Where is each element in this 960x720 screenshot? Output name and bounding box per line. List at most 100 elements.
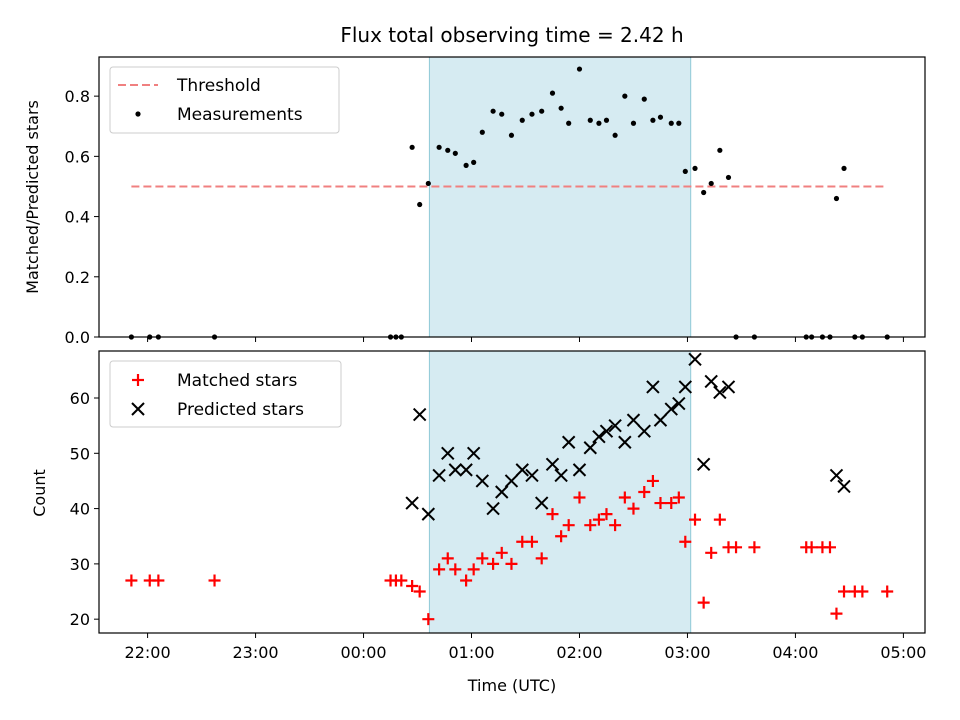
matched-stars-point [665,497,678,510]
predicted-stars-point [713,385,727,400]
matched-stars-point [413,585,426,598]
predicted-stars-point [829,468,844,483]
predicted-stars-point [475,474,490,488]
measurement-point [463,162,469,168]
matched-stars-point [638,486,651,498]
predicted-stars-point [432,468,446,483]
matched-stars-point [823,541,836,554]
predicted-stars-point [688,352,702,367]
top-legend-box [109,66,340,134]
predicted-stars-point [545,457,560,472]
matched-stars-point [584,519,597,532]
bottom-y-axis-label: Count [30,469,49,517]
measurement-point [603,117,610,123]
matched-stars-point [505,557,518,570]
matched-stars-point [838,585,851,598]
measurement-point [490,108,496,114]
predicted-stars-point [626,413,641,427]
matched-stars-point [805,541,818,554]
x-tick-label: 23:00 [233,643,279,662]
predicted-stars-point [696,457,711,472]
x-tick-label: 02:00 [556,643,602,662]
bottom-plot-frame [98,350,926,634]
measurement-point [539,108,545,114]
legend-matched-swatch [132,374,144,386]
matched-stars-point [679,535,692,548]
predicted-stars-point [664,402,678,416]
matched-stars-point [881,585,894,598]
measurement-point [676,120,682,126]
measurement-point [576,66,583,72]
chart-title: Flux total observing time = 2.42 h [340,23,683,47]
bottom-y-tick-label: 20 [70,610,90,629]
bottom-legend-box [109,360,342,428]
x-tick-label: 22:00 [125,643,171,662]
x-tick-label: 03:00 [664,643,710,662]
predicted-stars-point [599,424,614,438]
measurement-point [445,147,451,153]
matched-stars-point [609,519,622,532]
predicted-stars-point [721,380,736,394]
measurement-point [436,144,442,150]
measurement-point [471,159,477,165]
bottom-legend: Matched stars Predicted stars [109,360,342,428]
measurement-point [725,174,732,181]
measurement-point [499,111,505,117]
matched-stars-point [713,513,726,526]
legend-measurements-swatch [135,111,141,117]
matched-stars-point [748,541,761,554]
matched-stars-point [460,574,473,587]
matched-stars-point [654,497,667,510]
matched-stars-point [646,474,659,487]
matched-stars-point [467,563,480,576]
predicted-stars-point [421,507,436,521]
x-tick-label: 05:00 [880,643,926,662]
predicted-stars-point [572,463,587,477]
matched-stars-point [487,557,500,570]
predicted-stars-point [618,435,632,449]
predicted-stars-point [525,468,539,483]
matched-stars-point [562,519,575,532]
matched-stars-point [476,552,489,565]
matched-stars-point [856,585,869,598]
predicted-stars-point [448,463,463,477]
top-legend: Threshold Measurements [109,66,340,134]
matched-stars-point [525,535,538,548]
x-tick-label: 01:00 [448,643,494,662]
predicted-stars-point [405,496,419,510]
bottom-y-tick-label: 60 [70,389,90,408]
predicted-stars-point [837,479,851,494]
measurement-point [657,114,664,120]
bottom-y-tick-label: 30 [70,555,90,574]
measurement-point [682,168,688,175]
matched-stars-point [705,546,718,559]
predicted-stars-point [486,501,500,516]
predicted-stars-point [672,396,686,411]
measurement-point [529,111,535,117]
measurement-point [409,144,415,150]
top-observing-window [428,56,692,338]
matched-stars-point [152,574,165,587]
measurement-point [508,132,515,138]
top-panel: 0.0 0.2 0.4 0.6 0.8 Threshold Measurements M… [23,56,926,347]
predicted-stars-point [561,435,576,449]
predicted-stars-point [459,463,473,477]
top-y-tick-label: 0.8 [65,87,90,106]
predicted-stars-point [534,496,549,510]
matched-stars-point [573,491,586,504]
matched-stars-point [406,580,419,592]
top-y-tick-label: 0.4 [65,208,90,227]
matched-stars-point [689,513,702,526]
predicted-stars-point [495,485,509,499]
matched-stars-point [618,491,631,504]
measurement-point [641,96,647,102]
x-tick-label: 04:00 [772,643,818,662]
legend-matched-label: Matched stars [177,371,297,391]
matched-stars-point [535,552,548,565]
matched-stars-point [830,607,843,620]
top-y-tick-label: 0.0 [65,328,90,347]
measurement-point [596,120,602,126]
matched-stars-point [125,574,138,587]
predicted-stars-point [592,429,606,444]
